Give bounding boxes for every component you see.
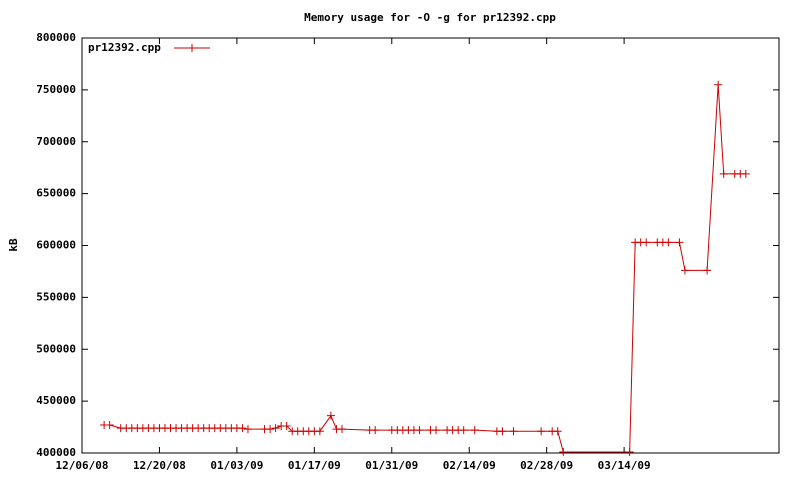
data-point	[703, 266, 712, 275]
data-point	[553, 427, 562, 436]
y-tick-label: 800000	[36, 31, 76, 44]
data-line	[104, 84, 746, 453]
data-point	[625, 447, 634, 456]
x-tick-label: 03/14/09	[598, 459, 651, 472]
data-point	[714, 80, 723, 89]
plot-frame	[81, 37, 780, 454]
y-tick-label: 400000	[36, 446, 76, 459]
data-point	[243, 425, 252, 434]
data-point	[282, 422, 291, 431]
data-point	[664, 238, 673, 247]
data-point	[371, 426, 380, 435]
data-point	[459, 426, 468, 435]
data-point	[238, 424, 247, 433]
data-point	[741, 169, 750, 178]
data-point	[498, 427, 507, 436]
x-tick-label: 02/28/09	[520, 459, 573, 472]
y-tick-label: 750000	[36, 83, 76, 96]
data-point	[680, 266, 689, 275]
data-point	[271, 424, 280, 433]
x-tick-label: 12/20/08	[133, 459, 186, 472]
data-point	[432, 426, 441, 435]
data-point	[415, 426, 424, 435]
x-tick-label: 02/14/09	[443, 459, 496, 472]
data-point	[266, 425, 275, 434]
data-point	[337, 425, 346, 434]
y-tick-label: 500000	[36, 342, 76, 355]
y-tick-label: 550000	[36, 290, 76, 303]
chart-title: Memory usage for -O -g for pr12392.cpp	[304, 11, 556, 24]
data-point	[642, 238, 651, 247]
legend-swatch	[188, 44, 196, 52]
x-tick-label: 01/31/09	[365, 459, 418, 472]
y-tick-label: 700000	[36, 135, 76, 148]
x-tick-label: 01/17/09	[288, 459, 341, 472]
x-tick-label: 01/03/09	[210, 459, 263, 472]
data-point	[675, 238, 684, 247]
data-point	[315, 427, 324, 436]
data-point	[326, 411, 335, 420]
y-tick-label: 600000	[36, 239, 76, 252]
x-tick-label: 12/06/08	[56, 459, 109, 472]
legend-label: pr12392.cpp	[88, 41, 161, 54]
data-point	[105, 420, 114, 429]
y-axis-label: kB	[7, 238, 20, 252]
data-point	[470, 426, 479, 435]
y-tick-label: 450000	[36, 394, 76, 407]
y-tick-label: 650000	[36, 187, 76, 200]
data-point	[559, 447, 568, 456]
data-point	[509, 427, 518, 436]
data-point	[719, 169, 728, 178]
data-point	[537, 427, 546, 436]
